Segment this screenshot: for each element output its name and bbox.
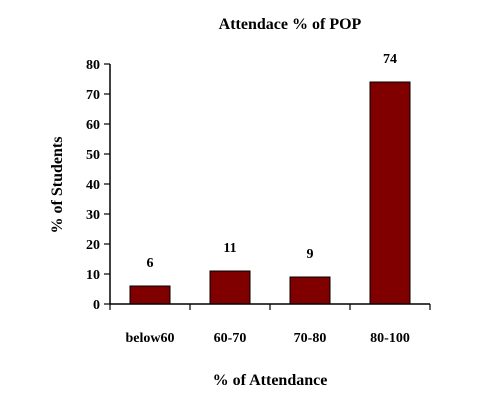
y-tick-label: 30 bbox=[86, 208, 100, 223]
x-tick-label: 80-100 bbox=[370, 331, 410, 346]
y-axis-label: % of Students bbox=[49, 137, 66, 234]
bars-group bbox=[129, 81, 411, 305]
y-axis-ticks: 0 10 20 30 40 50 60 70 80 bbox=[86, 58, 110, 313]
bar bbox=[369, 81, 411, 305]
x-tick-label: 60-70 bbox=[214, 331, 247, 346]
x-axis-label: % of Attendance bbox=[213, 372, 328, 389]
y-tick-label: 20 bbox=[86, 238, 100, 253]
y-tick-label: 60 bbox=[86, 118, 100, 133]
data-labels-group: 6 11 9 74 bbox=[147, 52, 398, 271]
data-label: 9 bbox=[307, 247, 314, 262]
data-label: 6 bbox=[147, 256, 154, 271]
x-tick-label: 70-80 bbox=[294, 331, 327, 346]
y-tick-label: 10 bbox=[86, 268, 100, 283]
x-tick-label: below60 bbox=[126, 331, 175, 346]
y-tick-label: 80 bbox=[86, 58, 100, 73]
y-tick-label: 50 bbox=[86, 148, 100, 163]
y-tick-label: 40 bbox=[86, 178, 100, 193]
y-tick-label: 70 bbox=[86, 88, 100, 103]
bar bbox=[289, 276, 331, 305]
bar bbox=[209, 270, 251, 305]
x-axis-ticks: below60 60-70 70-80 80-100 bbox=[109, 304, 431, 346]
data-label: 11 bbox=[223, 241, 236, 256]
chart-title: Attendace % of POP bbox=[219, 16, 362, 33]
bar bbox=[129, 285, 171, 305]
y-tick-label: 0 bbox=[93, 298, 100, 313]
data-label: 74 bbox=[383, 52, 397, 67]
